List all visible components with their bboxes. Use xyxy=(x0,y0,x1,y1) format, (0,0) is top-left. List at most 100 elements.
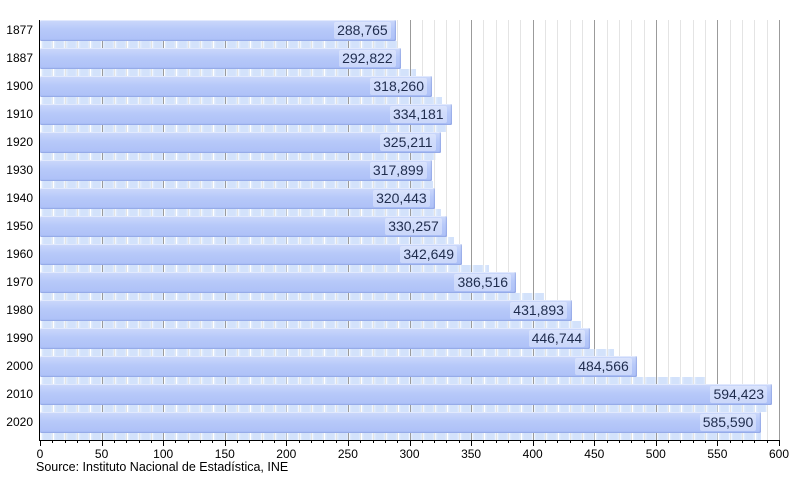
bar-value-label: 484,566 xyxy=(575,357,632,375)
x-minor-tick xyxy=(544,440,546,443)
bar-reflection-band xyxy=(40,40,399,48)
x-minor-tick xyxy=(754,440,756,443)
bar-row: 292,822 xyxy=(40,48,779,76)
x-major-tick xyxy=(779,440,780,446)
bar-reflection-band xyxy=(40,208,441,216)
x-minor-tick xyxy=(249,440,251,443)
bar-value-label: 594,423 xyxy=(710,385,768,403)
gridline-minor xyxy=(742,20,744,440)
x-minor-tick xyxy=(397,440,399,443)
bar-row: 431,893 xyxy=(40,300,779,328)
x-minor-tick xyxy=(680,440,682,443)
y-axis-label: 1940 xyxy=(6,191,33,205)
bar-1990: 446,744 xyxy=(40,328,591,349)
x-minor-tick xyxy=(274,440,276,443)
bar-reflection-band xyxy=(40,68,417,76)
x-major-tick xyxy=(594,440,596,446)
gridline-minor xyxy=(606,20,608,440)
x-minor-tick xyxy=(212,440,214,443)
x-minor-tick xyxy=(298,440,300,443)
bar-row: 334,181 xyxy=(40,104,779,132)
x-minor-tick xyxy=(643,440,645,443)
x-minor-tick xyxy=(384,440,386,443)
bar-1940: 320,443 xyxy=(40,188,435,209)
gridline-major xyxy=(594,20,596,440)
gridline-minor xyxy=(495,20,497,440)
gridline-minor xyxy=(680,20,682,440)
x-axis-tick-label: 300 xyxy=(399,447,420,461)
bar-1950: 330,257 xyxy=(40,216,447,237)
bar-row: 320,443 xyxy=(40,188,779,216)
bar-2020: 585,590 xyxy=(40,412,762,433)
x-minor-tick xyxy=(261,440,263,443)
x-axis-tick-label: 400 xyxy=(522,447,543,461)
x-minor-tick xyxy=(446,440,448,443)
x-minor-tick xyxy=(421,440,423,443)
bar-reflection-band xyxy=(40,124,447,132)
x-major-tick xyxy=(40,440,41,446)
x-minor-tick xyxy=(150,440,152,443)
bar-reflection-band xyxy=(40,152,436,160)
x-minor-tick xyxy=(483,440,485,443)
bar-value-label: 330,257 xyxy=(385,217,442,235)
bar-row: 317,899 xyxy=(40,160,779,188)
x-major-tick xyxy=(471,440,473,446)
gridline-minor xyxy=(569,20,571,440)
x-minor-tick xyxy=(434,440,436,443)
x-minor-tick xyxy=(742,440,744,443)
x-minor-tick xyxy=(52,440,54,443)
x-minor-tick xyxy=(631,440,633,443)
bar-value-label: 585,590 xyxy=(699,413,757,431)
y-axis-label: 1990 xyxy=(6,331,33,345)
gridline-major xyxy=(779,20,780,440)
bar-reflection-band xyxy=(40,264,489,272)
bar-1920: 325,211 xyxy=(40,132,441,153)
bar-row: 342,649 xyxy=(40,244,779,272)
bar-reflection-band xyxy=(40,432,762,440)
bar-rows: 288,765 292,822 318,260 334,181 325,211 317,8… xyxy=(40,20,779,440)
x-minor-tick xyxy=(64,440,66,443)
bar-row: 585,590 xyxy=(40,412,779,440)
y-axis-labels: 1877 1887 1900 1910 1920 1930 1940 1950 1960 1970… xyxy=(0,20,33,440)
bar-value-label: 288,765 xyxy=(334,21,391,39)
bar-value-label: 320,443 xyxy=(373,189,430,207)
y-axis-label: 1920 xyxy=(6,135,33,149)
gridline-minor xyxy=(668,20,670,440)
x-minor-tick xyxy=(310,440,312,443)
x-major-tick xyxy=(717,440,719,446)
bar-1900: 318,260 xyxy=(40,76,432,97)
gridline-minor xyxy=(631,20,633,440)
bar-2010: 594,423 xyxy=(40,384,773,405)
gridline-minor xyxy=(766,20,768,440)
bar-value-label: 318,260 xyxy=(370,77,427,95)
x-major-tick xyxy=(101,440,103,446)
x-minor-tick xyxy=(237,440,239,443)
y-axis-label: 1970 xyxy=(6,275,33,289)
bar-1877: 288,765 xyxy=(40,20,396,41)
x-axis-tick-label: 500 xyxy=(645,447,666,461)
bar-value-label: 431,893 xyxy=(510,301,567,319)
x-minor-tick xyxy=(692,440,694,443)
bar-reflection-band xyxy=(40,376,705,384)
bar-1970: 386,516 xyxy=(40,272,517,293)
y-axis-label: 1900 xyxy=(6,79,33,93)
y-axis-label: 1910 xyxy=(6,107,33,121)
y-axis-label: 2020 xyxy=(6,415,33,429)
x-minor-tick xyxy=(175,440,177,443)
gridline-minor xyxy=(618,20,620,440)
y-axis-label: 1960 xyxy=(6,247,33,261)
gridline-major xyxy=(655,20,657,440)
y-axis-label: 1930 xyxy=(6,163,33,177)
x-major-tick xyxy=(224,440,226,446)
bar-value-label: 342,649 xyxy=(400,245,457,263)
bar-value-label: 317,899 xyxy=(369,161,427,179)
x-axis-tick-labels: 0 50 100 150 200 250 300 350 400 450 500 550 600 xyxy=(0,447,800,461)
gridline-minor xyxy=(557,20,559,440)
x-minor-tick xyxy=(668,440,670,443)
bar-1960: 342,649 xyxy=(40,244,462,265)
bar-row: 318,260 xyxy=(40,76,779,104)
bar-value-label: 325,211 xyxy=(380,133,436,151)
bar-value-label: 334,181 xyxy=(389,105,447,123)
bar-1930: 317,899 xyxy=(40,160,432,181)
x-minor-tick xyxy=(508,440,510,443)
